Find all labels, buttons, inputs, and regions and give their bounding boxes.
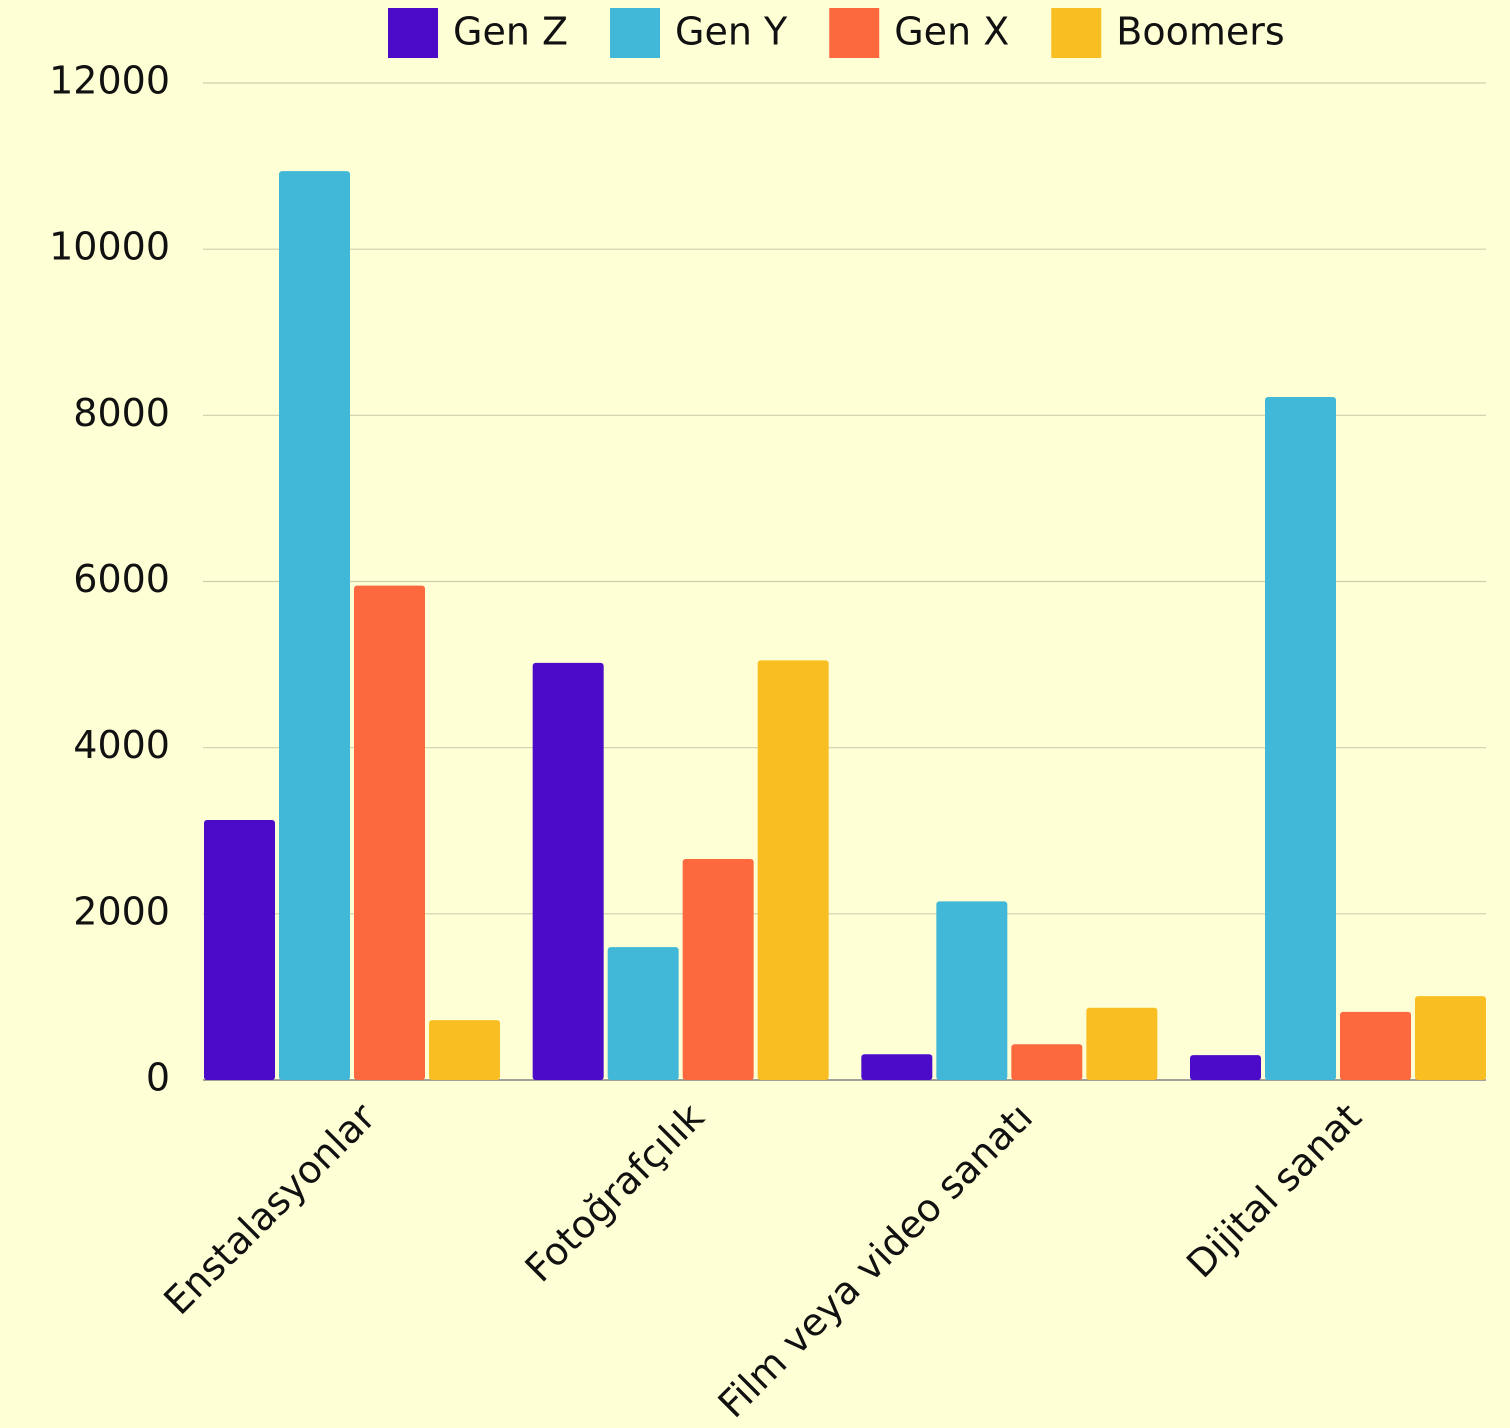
bar	[607, 947, 679, 1080]
y-tick-label: 2000	[73, 889, 170, 933]
y-tick-label: 8000	[73, 391, 170, 435]
bar	[204, 819, 275, 1080]
bar	[429, 1020, 500, 1080]
y-tick-label: 0	[146, 1056, 170, 1100]
y-tick-label: 10000	[49, 225, 170, 269]
legend-label: Gen Y	[675, 10, 788, 54]
legend-label: Gen Z	[453, 10, 568, 54]
bar	[1415, 996, 1486, 1080]
legend-label: Gen X	[894, 10, 1009, 54]
bar	[354, 585, 425, 1080]
legend-swatch	[1051, 8, 1102, 58]
legend-swatch	[829, 8, 880, 58]
y-tick-label: 4000	[73, 723, 170, 767]
y-tick-label: 12000	[49, 59, 170, 103]
bar	[1265, 397, 1336, 1080]
legend-swatch	[388, 8, 438, 58]
bar	[757, 660, 829, 1080]
legend-label: Boomers	[1116, 10, 1284, 54]
bar	[936, 901, 1008, 1080]
bar	[1190, 1055, 1261, 1080]
bar	[1086, 1007, 1158, 1080]
bar	[279, 171, 350, 1080]
bar	[682, 858, 754, 1080]
y-tick-label: 6000	[73, 557, 170, 601]
bar	[1340, 1011, 1411, 1080]
legend-swatch	[610, 8, 661, 58]
bar	[861, 1054, 933, 1080]
bar	[532, 662, 604, 1080]
bar	[1011, 1044, 1083, 1080]
